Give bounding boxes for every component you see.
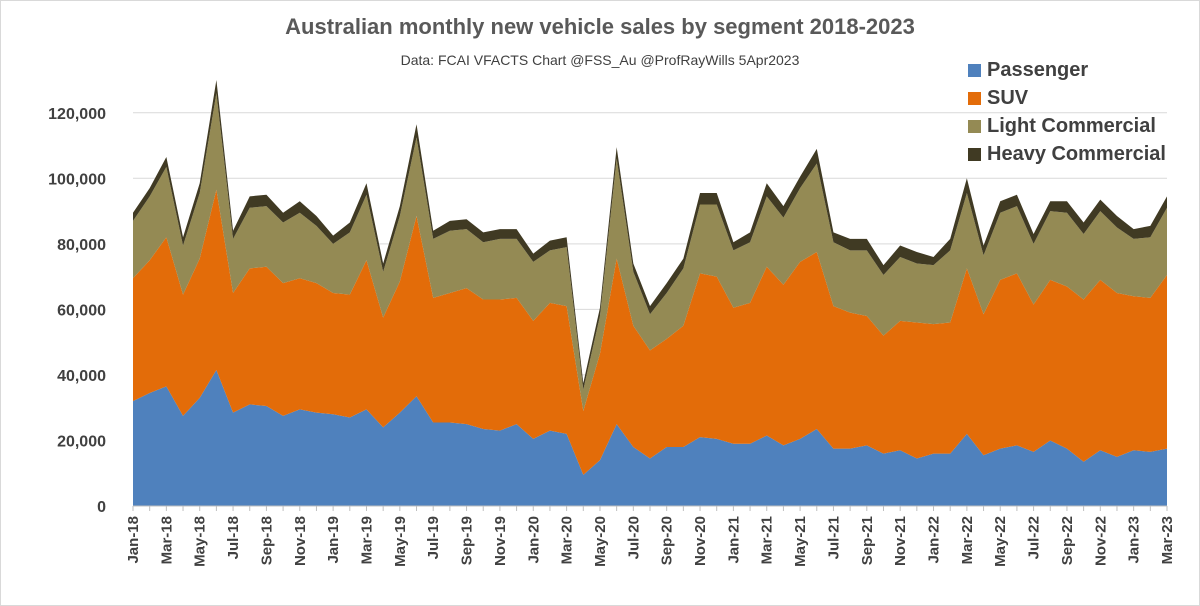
y-tick-label: 40,000 (57, 368, 106, 385)
x-tick-label: Jan-18 (125, 516, 142, 564)
x-tick-label: Jan-21 (725, 516, 742, 564)
x-tick-label: Nov-21 (892, 516, 909, 566)
legend-item-heavy-commercial: Heavy Commercial (968, 140, 1166, 168)
x-tick-label: Jan-22 (926, 516, 943, 564)
x-tick-label: Jul-21 (825, 516, 842, 559)
x-tick-label: May-18 (192, 516, 209, 567)
area-heavy-commercial (133, 80, 1167, 390)
x-tick-label: Jul-20 (625, 516, 642, 559)
area-passenger (133, 370, 1167, 506)
y-tick-label: 120,000 (48, 106, 106, 123)
x-tick-label: Nov-20 (692, 516, 709, 566)
legend-item-light-commercial: Light Commercial (968, 112, 1166, 140)
legend-label-suv: SUV (987, 86, 1029, 109)
x-tick-label: Jul-19 (425, 516, 442, 559)
x-tick-label: Jan-23 (1126, 516, 1143, 564)
x-tick-label: Mar-21 (759, 516, 776, 564)
x-tick-label: Jul-18 (225, 516, 242, 559)
x-tick-label: Sep-20 (659, 516, 676, 565)
chart-title: Australian monthly new vehicle sales by … (285, 14, 915, 39)
chart-subtitle: Data: FCAI VFACTS Chart @FSS_Au @ProfRay… (400, 52, 800, 68)
x-tick-label: May-22 (992, 516, 1009, 567)
x-tick-label: Sep-22 (1059, 516, 1076, 565)
x-tick-label: Jan-20 (525, 516, 542, 564)
y-tick-label: 0 (97, 499, 106, 516)
legend-swatch-passenger (968, 63, 981, 77)
legend-swatch-suv (968, 91, 981, 105)
area-suv (133, 189, 1167, 475)
x-tick-label: Jan-19 (325, 516, 342, 564)
y-tick-label: 20,000 (57, 433, 106, 450)
y-tick-label: 60,000 (57, 302, 106, 319)
legend: Passenger SUV Light Commercial Heavy Com… (968, 56, 1166, 168)
x-axis: Jan-18 Mar-18 May-18 Jul-18 Sep-18 Nov-18 Jan-… (125, 505, 1176, 567)
x-tick-label: Mar-18 (158, 516, 175, 564)
y-axis: 0 20,000 40,000 60,000 80,000 100,000 120,000 (48, 106, 106, 516)
legend-swatch-heavy-commercial (968, 147, 981, 161)
x-tick-label: Nov-19 (492, 516, 509, 566)
legend-label-light-commercial: Light Commercial (987, 114, 1156, 137)
legend-item-suv: SUV (968, 84, 1166, 112)
x-tick-label: Mar-20 (559, 516, 576, 564)
x-tick-label: Mar-23 (1159, 516, 1176, 564)
x-tick-label: Mar-22 (959, 516, 976, 564)
x-tick-label: Jul-22 (1026, 516, 1043, 559)
legend-item-passenger: Passenger (968, 56, 1166, 84)
x-tick-label: May-21 (792, 516, 809, 567)
y-tick-label: 80,000 (57, 237, 106, 254)
y-tick-label: 100,000 (48, 171, 106, 188)
x-tick-label: Sep-18 (258, 516, 275, 565)
legend-label-passenger: Passenger (987, 58, 1089, 81)
x-tick-label: May-20 (592, 516, 609, 567)
x-tick-label: Nov-18 (292, 516, 309, 566)
stacked-areas (133, 80, 1167, 506)
legend-label-heavy-commercial: Heavy Commercial (987, 142, 1166, 165)
legend-swatch-light-commercial (968, 119, 981, 133)
x-tick-label: Sep-21 (859, 516, 876, 565)
x-tick-label: Mar-19 (358, 516, 375, 564)
x-tick-label: Nov-22 (1092, 516, 1109, 566)
x-tick-label: May-19 (392, 516, 409, 567)
x-tick-label: Sep-19 (459, 516, 476, 565)
area-light-commercial (133, 93, 1167, 411)
